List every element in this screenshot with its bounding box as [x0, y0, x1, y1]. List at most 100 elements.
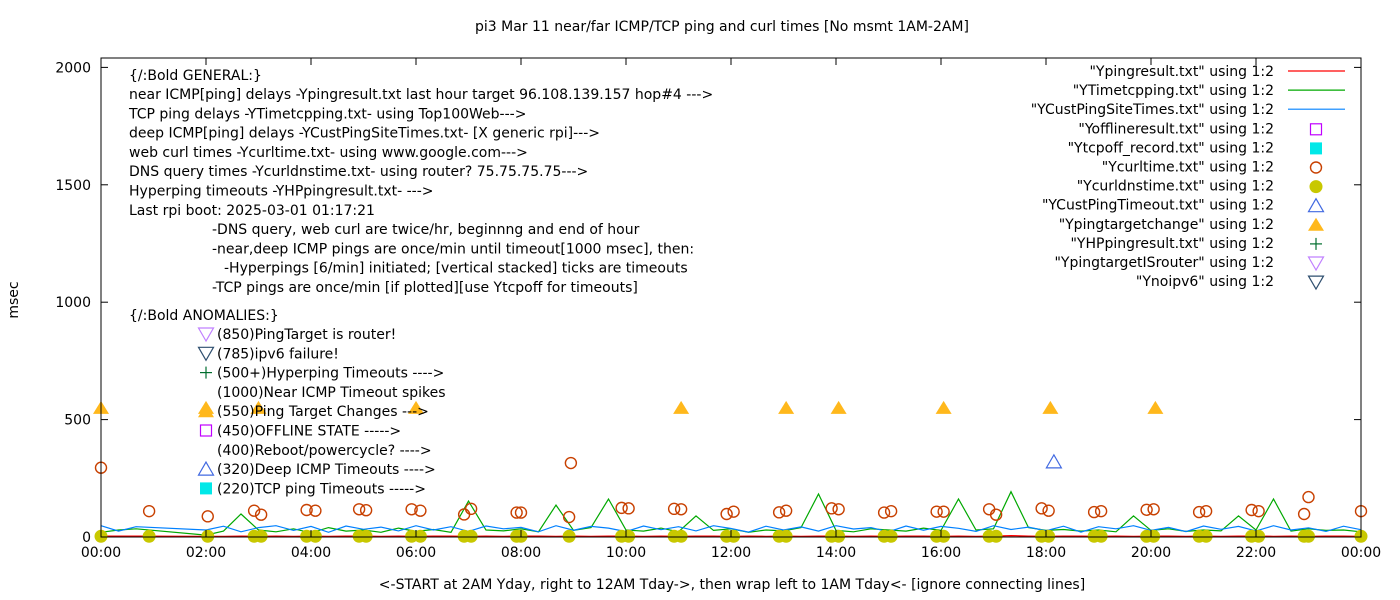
legend-open-down-triangle-icon [1307, 256, 1325, 272]
anomaly-plus-icon [200, 366, 212, 379]
data-point [464, 529, 478, 543]
data-point [1147, 400, 1164, 414]
data-point [1140, 503, 1153, 516]
data-point [308, 529, 322, 543]
x-tick-label: 02:00 [186, 545, 226, 561]
data-point [1094, 529, 1108, 543]
anomaly-open-triangle-icon [197, 460, 215, 476]
y-axis-label: msec [6, 281, 22, 318]
legend-label: "YCustPingSiteTimes.txt" using 1:2 [1031, 102, 1274, 118]
legend-label: "Yofflineresult.txt" using 1:2 [1078, 121, 1274, 137]
legend-label: "Ytcpoff_record.txt" using 1:2 [1068, 140, 1274, 156]
anomaly-item: (550)Ping Target Changes ---> [217, 404, 429, 420]
series-5 [94, 456, 1368, 524]
data-point [352, 503, 366, 516]
data-point [935, 400, 952, 414]
data-point [254, 508, 268, 521]
data-point [667, 502, 681, 516]
data-point [457, 508, 471, 521]
anomaly-item: (500+)Hyperping Timeouts ----> [217, 366, 444, 382]
data-point [779, 504, 793, 517]
legend-label: "Ypingtargetchange" using 1:2 [1059, 217, 1274, 233]
data-point [982, 503, 996, 516]
data-point [727, 529, 741, 543]
chart-title: pi3 Mar 11 near/far ICMP/TCP ping and cu… [475, 19, 969, 35]
anomalies-header: {/:Bold ANOMALIES:} [129, 308, 279, 324]
legend-label: "Ycurldnstime.txt" using 1:2 [1077, 179, 1274, 195]
series-7 [1045, 453, 1063, 469]
data-point [142, 529, 156, 543]
x-tick-label: 10:00 [606, 545, 646, 561]
data-point [1147, 503, 1160, 516]
legend-open-triangle-icon [1307, 197, 1325, 213]
data-point [1094, 504, 1108, 518]
data-point [779, 529, 793, 543]
x-tick-label: 00:00 [81, 545, 121, 561]
legend-filled-square-icon [1310, 142, 1322, 155]
data-point [674, 529, 688, 543]
data-point [1147, 529, 1161, 543]
y-tick-label: 0 [82, 530, 91, 546]
anomaly-item: (450)OFFLINE STATE -----> [217, 424, 401, 440]
general-line: deep ICMP[ping] delays -YCustPingSiteTim… [129, 126, 600, 142]
legend: "Ypingresult.txt" using 1:2 "YTimetcpping… [1031, 64, 1345, 291]
data-point [247, 504, 261, 517]
x-tick-label: 00:00 [1341, 545, 1381, 561]
data-point [989, 508, 1003, 521]
data-point [615, 501, 628, 515]
legend-label: "YpingtargetISrouter" using 1:2 [1054, 255, 1274, 271]
data-point [1302, 529, 1315, 543]
anomaly-open-down-triangle-icon [197, 346, 215, 362]
data-point [1302, 490, 1315, 504]
data-point [1042, 400, 1059, 414]
data-point [405, 503, 418, 516]
data-point [254, 529, 268, 543]
data-point [1042, 504, 1055, 517]
data-point [727, 505, 740, 518]
series-line-1 [100, 490, 1362, 536]
legend-open-circle-icon [1309, 161, 1323, 174]
data-point [1252, 529, 1266, 543]
data-point [250, 400, 267, 414]
general-line: web curl times -Ycurltime.txt- using www… [129, 145, 528, 161]
data-point [510, 506, 523, 519]
data-point [414, 504, 427, 517]
y-tick-label: 1500 [55, 178, 91, 194]
legend-filled-circle-icon [1309, 180, 1323, 194]
data-point [514, 506, 528, 519]
general-line: TCP ping delays -YTimetcpping.txt- using… [128, 106, 526, 122]
general-line: DNS query times -Ycurldnstime.txt- using… [129, 164, 588, 180]
series-line-2 [100, 525, 1362, 533]
data-point [413, 529, 427, 543]
data-point [884, 504, 898, 518]
data-point [622, 529, 636, 543]
general-line: near ICMP[ping] delays -Ypingresult.txt … [129, 87, 713, 103]
anomaly-item: (220)TCP ping Timeouts -----> [217, 481, 426, 497]
legend-label: "YCustPingTimeout.txt" using 1:2 [1042, 198, 1274, 214]
data-point [830, 400, 847, 414]
y-tick-label: 2000 [55, 60, 91, 76]
x-tick-label: 04:00 [291, 545, 331, 561]
anomaly-open-down-triangle-icon [197, 327, 215, 343]
data-point [832, 529, 846, 543]
anomaly-item: (785)ipv6 failure! [217, 346, 339, 362]
data-point [309, 504, 322, 517]
data-point [359, 529, 373, 543]
legend-filled-triangle-icon [1308, 217, 1324, 231]
data-point [674, 503, 688, 516]
data-point [1252, 504, 1265, 518]
general-line: Last rpi boot: 2025-03-01 01:17:21 [129, 203, 375, 219]
data-point [408, 400, 424, 414]
legend-plus-icon [1310, 237, 1322, 250]
data-point [937, 529, 951, 543]
anomaly-item: (400)Reboot/powercycle? ----> [217, 443, 432, 459]
data-point [720, 507, 733, 521]
annotations: {/:Bold GENERAL:} near ICMP[ping] delays … [128, 68, 713, 497]
x-tick-label: 14:00 [816, 545, 856, 561]
general-line: Hyperping timeouts -YHPpingresult.txt- -… [129, 184, 434, 200]
data-point [1087, 505, 1101, 519]
anomaly-filled-triangle-icon [198, 404, 214, 418]
data-point [877, 506, 891, 519]
data-point [832, 503, 845, 516]
